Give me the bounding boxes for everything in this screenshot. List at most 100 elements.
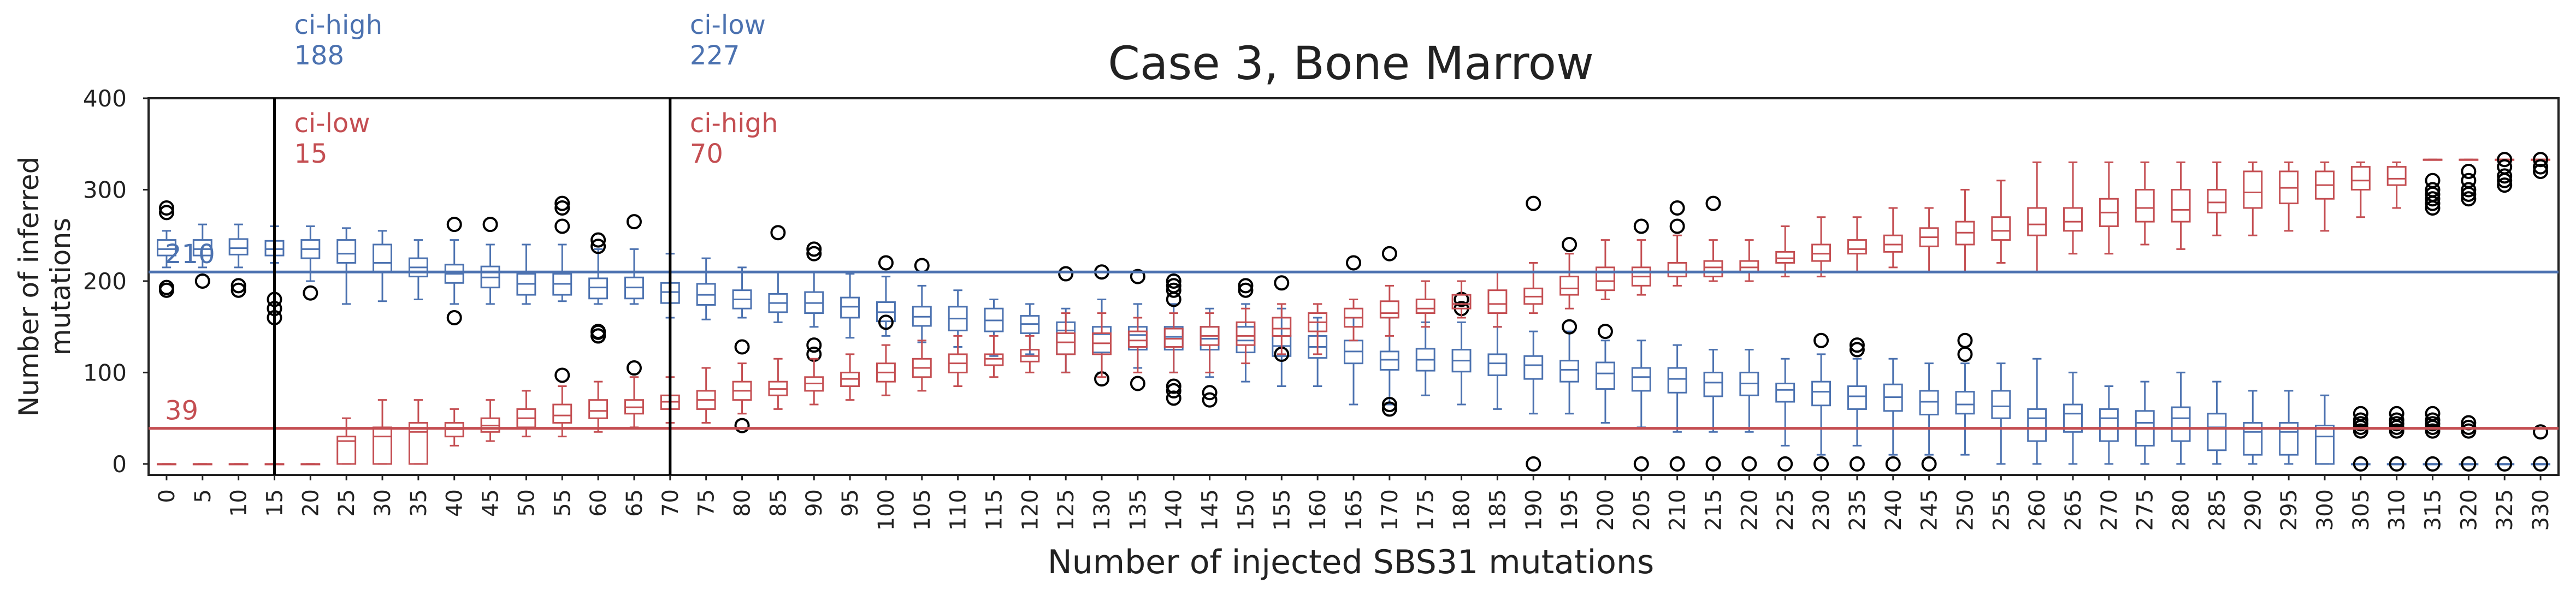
box-red-145: [1200, 312, 1220, 373]
box-blue-285: [2207, 380, 2227, 465]
box-iqr: [1883, 234, 1903, 253]
box-iqr: [336, 436, 357, 465]
box-iqr: [1631, 367, 1651, 392]
outlier-point: [2497, 456, 2513, 472]
box-iqr: [156, 239, 176, 257]
box-iqr: [1559, 360, 1580, 383]
x-tick-label: 250: [1953, 489, 1978, 531]
reference-line-label-red: 39: [165, 396, 198, 426]
box-red-150: [1236, 307, 1256, 365]
x-tick-label: 280: [2169, 489, 2194, 531]
box-iqr: [2315, 425, 2335, 465]
box-iqr: [2099, 408, 2119, 442]
x-tick-label: 120: [1018, 489, 1043, 531]
box-iqr: [1379, 300, 1399, 319]
box-iqr: [2063, 207, 2083, 232]
box-red-245: [1919, 207, 1939, 273]
outlier-point: [446, 217, 462, 233]
box-blue-60: [588, 232, 608, 344]
box-blue-230: [1811, 332, 1831, 472]
outlier-point: [1849, 342, 1865, 358]
box-blue-305: [2350, 406, 2371, 472]
x-tick-label: 135: [1126, 489, 1151, 531]
outlier-point: [2497, 172, 2513, 188]
box-red-180: [1451, 280, 1472, 319]
box-red-90: [804, 358, 824, 406]
box-red-325: [2495, 152, 2515, 193]
box-blue-85: [768, 225, 788, 323]
x-tick-label: 175: [1414, 489, 1439, 531]
box-iqr: [1955, 391, 1975, 415]
box-blue-210: [1667, 200, 1687, 472]
outlier-point: [914, 258, 930, 273]
box-red-100: [876, 344, 896, 396]
outlier-point: [1957, 346, 1973, 362]
outlier-point: [806, 241, 822, 257]
box-iqr: [2207, 413, 2227, 451]
box-iqr: [2207, 188, 2227, 213]
x-tick-label: 205: [1629, 489, 1655, 531]
box-iqr: [1236, 321, 1256, 346]
outlier-point: [2389, 456, 2404, 472]
outlier-point: [1238, 282, 1254, 298]
box-blue-270: [2099, 385, 2119, 465]
outlier-point: [626, 360, 642, 376]
outlier-point: [1381, 397, 1397, 413]
outlier-point: [1705, 195, 1721, 211]
box-iqr: [588, 277, 608, 300]
x-tick-label: 160: [1305, 489, 1331, 531]
box-blue-5: [192, 223, 212, 289]
outlier-point: [1597, 324, 1613, 340]
x-tick-label: 50: [514, 489, 539, 517]
outlier-point: [1705, 456, 1721, 472]
x-tick-label: 275: [2133, 489, 2158, 531]
x-tick-label: 140: [1162, 489, 1187, 531]
x-tick-label: 165: [1342, 489, 1367, 531]
outlier-point: [2533, 456, 2549, 472]
outlier-point: [1849, 337, 1865, 353]
box-blue-175: [1415, 321, 1435, 396]
outlier-point: [2533, 152, 2549, 168]
box-red-270: [2099, 161, 2119, 255]
box-blue-330: [2531, 424, 2551, 472]
outlier-point: [2461, 186, 2477, 202]
outlier-point: [2425, 200, 2441, 216]
box-iqr: [1847, 239, 1867, 255]
outlier-point: [194, 273, 210, 289]
box-red-205: [1631, 239, 1651, 296]
x-tick-label: 225: [1773, 489, 1798, 531]
y-tick-label: 200: [83, 268, 127, 295]
outlier-point: [1885, 456, 1901, 472]
y-tick-label: 0: [112, 451, 127, 478]
y-axis-label-line-1: Number of inferred: [13, 157, 45, 417]
box-red-230: [1811, 216, 1831, 278]
box-iqr: [2350, 166, 2371, 191]
outlier-point: [1957, 332, 1973, 348]
box-iqr: [408, 422, 428, 465]
x-tick-label: 245: [1917, 489, 1942, 531]
box-red-290: [2243, 161, 2263, 236]
box-red-50: [516, 390, 536, 438]
box-red-85: [768, 358, 788, 410]
box-iqr: [1127, 330, 1148, 348]
box-blue-120: [1020, 303, 1040, 355]
x-tick-label: 15: [262, 489, 287, 517]
box-iqr: [1703, 260, 1723, 278]
outlier-point: [2353, 456, 2368, 472]
box-iqr: [1272, 317, 1292, 337]
box-red-45: [480, 399, 500, 442]
box-red-315: [2423, 158, 2443, 216]
x-tick-label: 270: [2097, 489, 2122, 531]
x-tick-label: 180: [1450, 489, 1475, 531]
box-blue-155: [1272, 275, 1292, 388]
box-iqr: [373, 243, 392, 273]
outlier-point: [1633, 456, 1649, 472]
box-blue-220: [1739, 349, 1759, 472]
y-axis-label-line-2: mutations: [45, 218, 76, 355]
outlier-point: [1381, 246, 1397, 261]
x-tick-label: 305: [2349, 489, 2374, 531]
box-blue-150: [1236, 278, 1256, 383]
box-red-125: [1056, 312, 1076, 373]
x-tick-label: 5: [191, 489, 216, 503]
box-red-195: [1559, 253, 1580, 310]
